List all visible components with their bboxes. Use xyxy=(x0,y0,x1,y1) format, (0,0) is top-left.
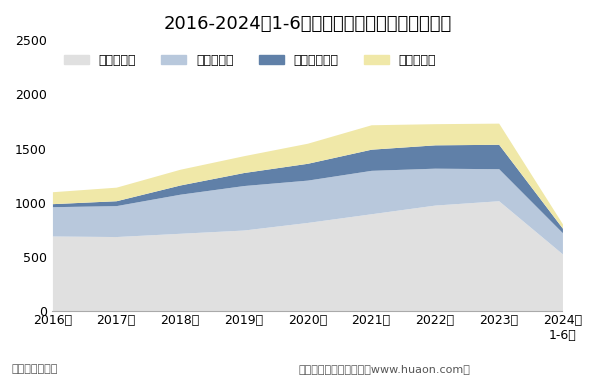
Title: 2016-2024年1-6月甘肃省各发电类型发电量统计: 2016-2024年1-6月甘肃省各发电类型发电量统计 xyxy=(164,15,451,33)
Text: 制图：华经产业研究院（www.huaon.com）: 制图：华经产业研究院（www.huaon.com） xyxy=(298,364,470,374)
Legend: 火力发电量, 水力发电量, 太阳能发电量, 风力发电量: 火力发电量, 水力发电量, 太阳能发电量, 风力发电量 xyxy=(59,49,441,72)
Text: 单位：亿千瓦时: 单位：亿千瓦时 xyxy=(12,364,59,374)
